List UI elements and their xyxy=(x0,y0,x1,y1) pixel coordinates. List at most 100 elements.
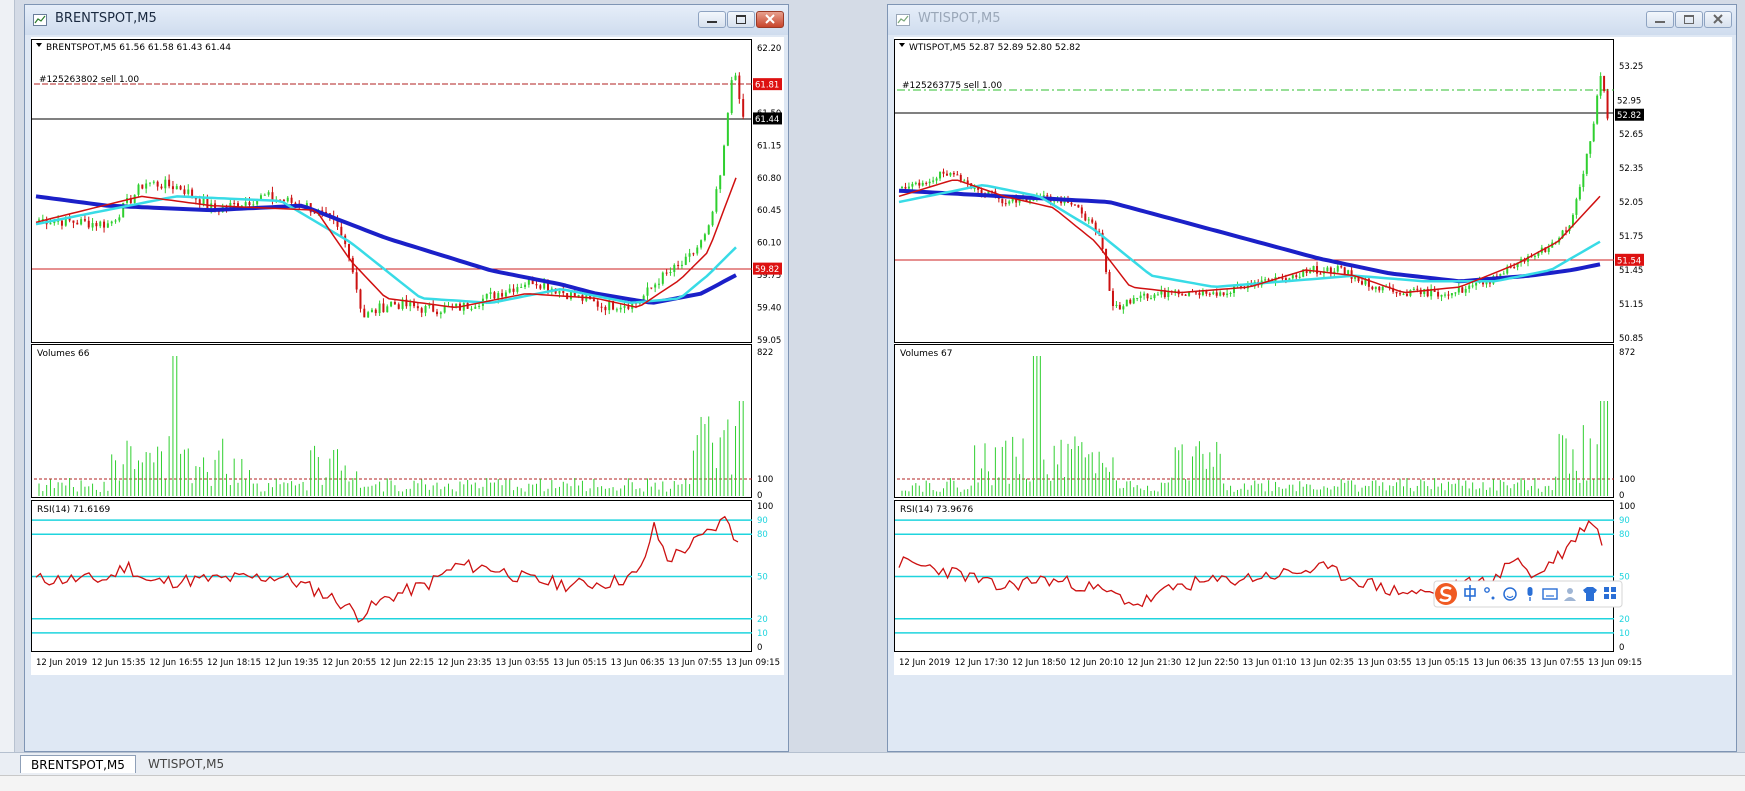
candle-body xyxy=(68,217,71,221)
candle-body xyxy=(1004,203,1007,205)
candle-body xyxy=(1506,266,1509,274)
price-tick: 61.15 xyxy=(757,141,781,151)
time-tick: 12 Jun 22:15 xyxy=(380,658,434,668)
window-titlebar[interactable]: BRENTSPOT,M5 xyxy=(25,5,788,35)
candle-body xyxy=(1464,288,1467,293)
candle-body xyxy=(1443,294,1446,296)
shape xyxy=(1484,587,1490,593)
candle-body xyxy=(1153,294,1156,299)
minimize-icon xyxy=(707,21,717,23)
chinese-mode-icon[interactable] xyxy=(1464,585,1476,601)
close-icon xyxy=(1713,14,1723,24)
volume-tick: 100 xyxy=(1619,475,1635,485)
candle-body xyxy=(1606,90,1609,119)
time-tick: 12 Jun 21:30 xyxy=(1127,658,1181,668)
rsi-tick: 50 xyxy=(1619,573,1630,583)
candle-body xyxy=(1146,293,1149,299)
candle-body xyxy=(669,272,672,274)
candle-body xyxy=(53,221,56,224)
close-button[interactable] xyxy=(756,11,784,28)
sogou-logo-icon xyxy=(1435,583,1457,605)
maximize-button[interactable] xyxy=(1675,11,1703,28)
candle-body xyxy=(148,182,151,184)
minimize-icon xyxy=(1655,21,1665,23)
tab-brentspot[interactable]: BRENTSPOT,M5 xyxy=(20,755,136,773)
candle-body xyxy=(340,226,343,236)
volumes-label: Volumes 67 xyxy=(900,349,952,359)
price-label: 59.82 xyxy=(755,265,779,275)
candle-body xyxy=(1302,269,1305,277)
shape xyxy=(1604,594,1609,599)
window-titlebar[interactable]: WTISPOT,M5 xyxy=(888,5,1736,35)
candle-body xyxy=(1433,288,1436,292)
dropdown-triangle-icon xyxy=(36,43,42,47)
candle-body xyxy=(1163,290,1166,298)
grid-menu-icon[interactable] xyxy=(1604,587,1616,599)
chart-window-wtispot[interactable]: WTISPOT,M5 WTISPOT,M5 52.87 52.89 52.80 … xyxy=(887,4,1737,752)
rsi-tick: 100 xyxy=(757,502,773,512)
minimize-button[interactable] xyxy=(698,11,726,28)
candle-body xyxy=(386,306,389,313)
candle-body xyxy=(60,220,63,226)
price-label: 51.54 xyxy=(1617,256,1641,266)
price-label-box xyxy=(753,262,782,275)
candle-body xyxy=(1181,294,1184,296)
close-button[interactable] xyxy=(1704,11,1732,28)
candle-body xyxy=(443,306,446,313)
candle-body xyxy=(730,80,733,114)
candle-body xyxy=(114,220,117,222)
maximize-button[interactable] xyxy=(727,11,755,28)
minimize-button[interactable] xyxy=(1646,11,1674,28)
candle-body xyxy=(516,287,519,292)
candle-body xyxy=(945,173,948,176)
candle-body xyxy=(424,306,427,313)
candle-body xyxy=(1132,298,1135,304)
candle-body xyxy=(1603,76,1606,91)
candle-body xyxy=(1032,199,1035,201)
candle-body xyxy=(91,223,94,228)
candle-body xyxy=(187,189,190,194)
candle-body xyxy=(436,311,439,315)
candle-body xyxy=(1316,266,1319,274)
candle-body xyxy=(233,203,236,205)
price-chart[interactable]: BRENTSPOT,M5 61.56 61.58 61.43 61.44 #125… xyxy=(31,37,784,753)
ime-floating-toolbar[interactable] xyxy=(1433,580,1623,608)
price-label-box xyxy=(1615,253,1644,266)
candle-body xyxy=(1416,288,1419,290)
skin-icon[interactable] xyxy=(1583,587,1597,601)
candle-body xyxy=(1440,294,1443,297)
microphone-icon[interactable] xyxy=(1527,587,1533,601)
maximize-icon xyxy=(736,15,746,24)
volume-tick: 872 xyxy=(1619,348,1635,358)
chart-header: WTISPOT,M5 52.87 52.89 52.80 52.82 xyxy=(909,43,1081,53)
candle-body xyxy=(279,199,282,201)
punctuation-icon[interactable] xyxy=(1484,587,1495,600)
candle-body xyxy=(1246,283,1249,289)
candle-body xyxy=(661,272,664,284)
candle-body xyxy=(1423,288,1426,295)
navigator-panel-edge[interactable] xyxy=(0,0,15,790)
candle-body xyxy=(742,99,745,117)
candle-body xyxy=(966,180,969,184)
user-icon[interactable] xyxy=(1564,588,1576,601)
keyboard-icon[interactable] xyxy=(1542,588,1558,600)
chart-window-brentspot[interactable]: BRENTSPOT,M5 BRENTSPOT,M5 61.56 61.58 61… xyxy=(24,4,789,752)
emoji-icon[interactable] xyxy=(1503,587,1517,601)
candle-body xyxy=(600,306,603,308)
candle-body xyxy=(1073,204,1076,206)
terminal-column-header-strip xyxy=(0,775,1745,791)
tab-wtispot[interactable]: WTISPOT,M5 xyxy=(148,757,225,771)
price-chart[interactable]: WTISPOT,M5 52.87 52.89 52.80 52.82 #12526… xyxy=(894,37,1732,753)
candle-body xyxy=(313,212,316,214)
candle-body xyxy=(80,219,83,225)
moving-average-slow xyxy=(898,188,1601,284)
candle-body xyxy=(474,306,477,309)
candle-body xyxy=(1309,270,1312,273)
candle-body xyxy=(363,308,366,318)
candle-body xyxy=(263,194,266,196)
candle-body xyxy=(248,202,251,206)
candle-body xyxy=(168,179,171,187)
rsi-line xyxy=(35,515,739,623)
candle-body xyxy=(294,202,297,204)
candle-body xyxy=(1364,278,1367,285)
